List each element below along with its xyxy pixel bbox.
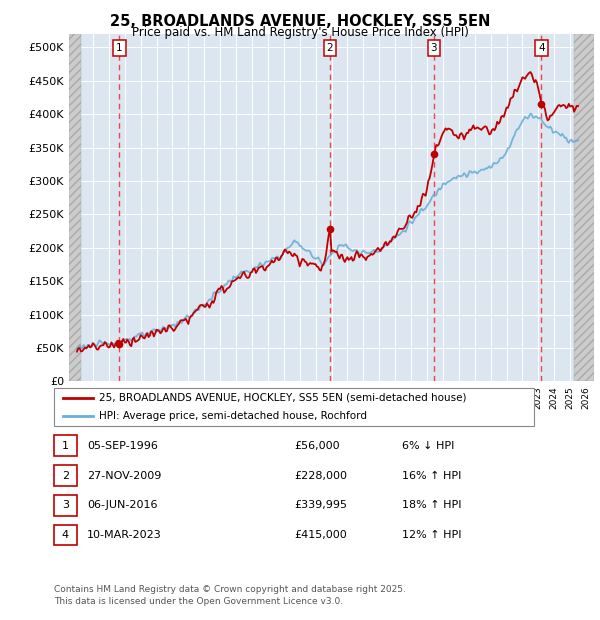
Text: 12% ↑ HPI: 12% ↑ HPI — [402, 530, 461, 540]
Text: 05-SEP-1996: 05-SEP-1996 — [87, 441, 158, 451]
Text: 4: 4 — [62, 530, 69, 540]
Text: £339,995: £339,995 — [294, 500, 347, 510]
Text: 2: 2 — [62, 471, 69, 480]
Text: 18% ↑ HPI: 18% ↑ HPI — [402, 500, 461, 510]
Text: Contains HM Land Registry data © Crown copyright and database right 2025.: Contains HM Land Registry data © Crown c… — [54, 585, 406, 594]
Text: HPI: Average price, semi-detached house, Rochford: HPI: Average price, semi-detached house,… — [99, 410, 367, 420]
Text: 2: 2 — [326, 43, 333, 53]
Text: 3: 3 — [430, 43, 437, 53]
Text: 4: 4 — [538, 43, 545, 53]
Bar — [69, 34, 81, 381]
Text: Price paid vs. HM Land Registry's House Price Index (HPI): Price paid vs. HM Land Registry's House … — [131, 26, 469, 39]
Text: 25, BROADLANDS AVENUE, HOCKLEY, SS5 5EN (semi-detached house): 25, BROADLANDS AVENUE, HOCKLEY, SS5 5EN … — [99, 393, 467, 403]
Text: 6% ↓ HPI: 6% ↓ HPI — [402, 441, 454, 451]
Text: 25, BROADLANDS AVENUE, HOCKLEY, SS5 5EN: 25, BROADLANDS AVENUE, HOCKLEY, SS5 5EN — [110, 14, 490, 29]
Text: This data is licensed under the Open Government Licence v3.0.: This data is licensed under the Open Gov… — [54, 597, 343, 606]
Text: £228,000: £228,000 — [294, 471, 347, 480]
Text: 27-NOV-2009: 27-NOV-2009 — [87, 471, 161, 480]
Text: 06-JUN-2016: 06-JUN-2016 — [87, 500, 157, 510]
Text: 16% ↑ HPI: 16% ↑ HPI — [402, 471, 461, 480]
Text: 1: 1 — [62, 441, 69, 451]
Text: 1: 1 — [116, 43, 123, 53]
Text: 10-MAR-2023: 10-MAR-2023 — [87, 530, 162, 540]
Text: 3: 3 — [62, 500, 69, 510]
Text: £415,000: £415,000 — [294, 530, 347, 540]
Bar — [574, 34, 594, 381]
Text: £56,000: £56,000 — [294, 441, 340, 451]
